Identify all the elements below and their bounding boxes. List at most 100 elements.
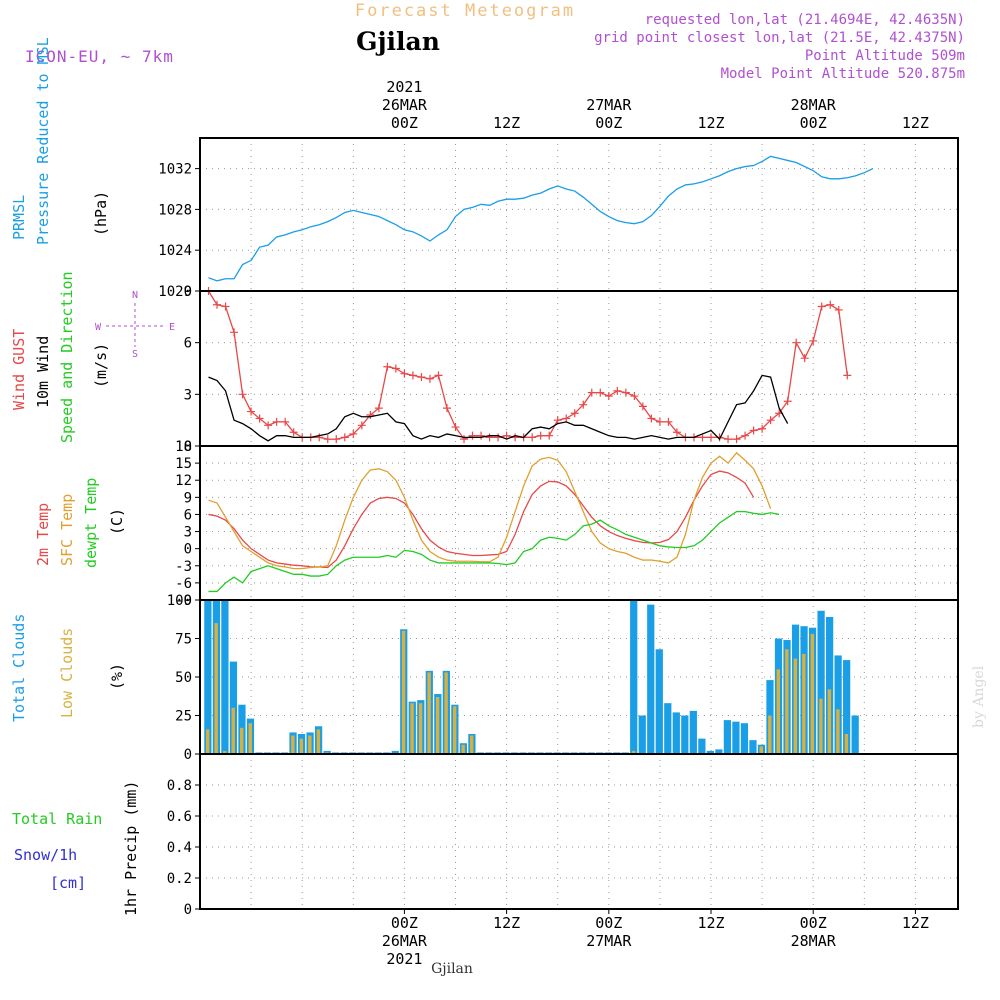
clouds-low-bar (776, 669, 780, 754)
pressure-ytick-label: 1028 (158, 202, 192, 218)
gust-marker (749, 426, 758, 435)
top-time-label: 12Z (697, 114, 724, 132)
temperature-ytick-label: 0 (184, 542, 192, 558)
clouds-low-bar (410, 703, 414, 754)
time-label: 00Z (391, 914, 418, 932)
pressure-frame (199, 137, 959, 292)
temperature-frame (199, 445, 959, 601)
gust-marker (323, 435, 332, 444)
gust-marker (460, 435, 469, 444)
wind-axis-labels: Wind GUST 10m Wind Speed and Direction (… (10, 271, 175, 443)
clouds-low-bar (231, 707, 235, 754)
cloud-unit: (%) (108, 663, 126, 690)
gust-marker (425, 374, 434, 383)
clouds-low-bar (461, 744, 465, 754)
tsfc-label: SFC Temp (58, 494, 76, 566)
temperature-dewpt-line (208, 510, 780, 593)
gust-marker (315, 433, 324, 442)
gust-marker (247, 407, 256, 416)
gust-marker (698, 433, 707, 442)
wind-ytick-label: 6 (184, 336, 192, 352)
wind-wind10m-line (208, 374, 789, 442)
clouds-low-bar (316, 729, 321, 754)
gust-label: Wind GUST (10, 329, 28, 410)
gust-marker (230, 328, 239, 337)
gust-marker (400, 369, 409, 378)
time-label: 12Z (697, 914, 724, 932)
clouds-ytick-label: 50 (175, 670, 192, 686)
gust-marker (715, 433, 724, 442)
clouds-ytick-label: 0 (184, 747, 192, 763)
temperature-ytick-label: 18 (175, 439, 192, 455)
top-time-label: 26MAR (382, 96, 428, 114)
wind-label: 10m Wind (34, 336, 52, 408)
gust-marker (724, 435, 733, 444)
gust-marker (817, 302, 826, 311)
precip-axis-labels: Total Rain Snow/1h [cm] 1hr Precip (mm) (12, 781, 140, 916)
gust-marker (630, 392, 639, 401)
gust-marker (391, 364, 400, 373)
gust-marker (792, 338, 801, 347)
temperature-ytick-label: 9 (184, 490, 192, 506)
gust-marker (477, 431, 486, 440)
gust-marker (272, 417, 281, 426)
clouds-low-bar (759, 746, 763, 754)
gust-marker (374, 404, 383, 413)
gust-marker (383, 362, 392, 371)
clouds-total-bar (698, 738, 706, 754)
total-clouds-label: Total Clouds (10, 614, 28, 722)
gust-marker (766, 416, 775, 425)
gust-marker (468, 431, 477, 440)
clouds-low-bar (469, 735, 474, 754)
top-time-label: 00Z (800, 114, 827, 132)
gust-marker (289, 428, 298, 437)
time-label: 12Z (902, 914, 929, 932)
pressure-prmsl-line (208, 155, 874, 282)
top-time-label: 12Z (902, 114, 929, 132)
gust-marker (562, 414, 571, 423)
gust-marker (332, 435, 341, 444)
gust-marker (213, 300, 222, 309)
clouds-total-bar (221, 600, 229, 754)
gust-marker (536, 431, 545, 440)
clouds-total-bar (706, 750, 714, 754)
gust-marker (366, 411, 375, 419)
gust-marker (451, 423, 460, 432)
clouds-low-bar (291, 735, 295, 754)
model-altitude: Model Point Altitude 520.875m (721, 66, 965, 82)
footer-location: Gjilan (431, 961, 473, 977)
clouds-total-bar (391, 750, 399, 754)
wind-direction-label: Speed and Direction (58, 271, 76, 443)
pressure-ytick-label: 1024 (158, 243, 192, 259)
compass-north: N (132, 290, 138, 301)
gust-marker (238, 390, 247, 399)
clouds-low-bar (802, 653, 806, 754)
gust-marker (221, 302, 230, 311)
pressure-label-2: Pressure Reduced to MSL (34, 37, 52, 245)
gust-marker (579, 400, 588, 409)
temperature-ytick-label: 12 (175, 473, 192, 489)
clouds-low-bar (444, 672, 448, 754)
clouds-ytick-label: 75 (175, 632, 192, 648)
clouds-low-bar (401, 630, 406, 754)
clouds-low-bar (205, 729, 210, 754)
clouds-ytick-label: 100 (167, 593, 192, 609)
gust-marker (783, 397, 792, 406)
clouds-total-bar (689, 710, 697, 754)
gust-marker (553, 416, 562, 425)
time-label: 26MAR (382, 932, 428, 950)
gust-marker (826, 300, 835, 309)
top-time-label: 00Z (595, 114, 622, 132)
time-label: 28MAR (791, 932, 837, 950)
gust-marker (408, 371, 417, 380)
gust-marker (442, 404, 451, 413)
clouds-low-bar (427, 672, 431, 754)
compass-west: W (95, 322, 102, 333)
time-label: 27MAR (586, 932, 632, 950)
temperature-axis-labels: 2m Temp SFC Temp dewpt Temp (C) (34, 478, 126, 568)
gust-marker (281, 417, 290, 426)
clouds-low-bar (240, 727, 244, 754)
pressure-axis-labels: PRMSL Pressure Reduced to MSL (hPa) (10, 37, 110, 245)
clouds-total-bar (834, 655, 842, 754)
